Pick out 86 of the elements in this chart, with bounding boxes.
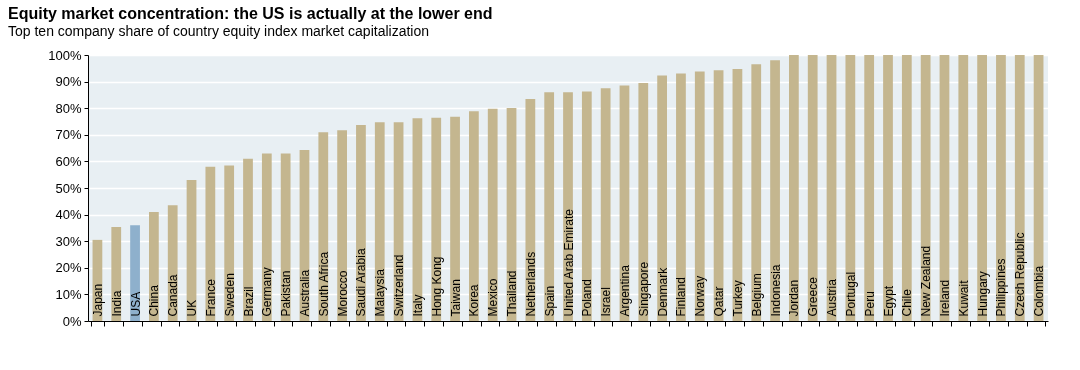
x-tick-label: Jordan [787, 279, 802, 317]
y-tick-label: 50% [55, 180, 82, 196]
bar [600, 88, 611, 321]
x-tick-label: Philippines [994, 258, 1009, 317]
x-tick-label: Denmark [655, 266, 670, 317]
bar [845, 55, 856, 321]
x-tick-label: Thailand [505, 270, 520, 317]
x-tick-label: Spain [542, 285, 557, 317]
bar [205, 166, 216, 321]
x-tick-label: Qatar [712, 286, 727, 317]
y-tick-label: 70% [55, 127, 82, 143]
x-tick-label: Germany [260, 267, 275, 317]
x-tick-label: Peru [862, 291, 877, 317]
x-tick-label: Canada [166, 274, 181, 317]
bar [694, 71, 705, 321]
x-tick-label: Ireland [937, 279, 952, 317]
x-tick-label: Argentina [617, 264, 632, 317]
bar [864, 55, 875, 321]
bar [770, 60, 780, 321]
bar [638, 82, 649, 321]
x-tick-label: Sweden [222, 273, 237, 317]
bar [789, 55, 799, 321]
x-tick-label: Poland [580, 279, 595, 317]
x-tick-label: Kuwait [956, 279, 971, 317]
x-tick-label: India [109, 290, 124, 317]
y-tick-label: 60% [55, 153, 82, 169]
bar [487, 108, 498, 321]
x-tick-label: Indonesia [768, 264, 783, 317]
y-tick-label: 10% [55, 286, 82, 302]
y-tick-label: 100% [48, 47, 82, 63]
x-tick-label: Turkey [730, 280, 745, 317]
x-tick-label: Italy [410, 294, 425, 317]
bar [676, 73, 686, 321]
x-tick-label: USA [128, 291, 143, 317]
bar [807, 55, 818, 321]
bar [901, 55, 912, 321]
y-tick-label: 0% [62, 313, 82, 329]
y-tick-label: 80% [55, 100, 82, 116]
chart-title: Equity market concentration: the US is actually at the lower end [8, 5, 493, 22]
x-tick-label: Hungary [975, 271, 990, 317]
x-tick-label: France [203, 278, 218, 317]
x-tick-label: United Arab Emirate [561, 208, 576, 317]
x-tick-label: Singapore [636, 261, 651, 317]
bar [996, 55, 1006, 321]
x-tick-label: New Zealand [919, 245, 934, 317]
x-tick-label: Chile [900, 288, 915, 317]
bar [958, 55, 969, 321]
y-tick-label: 20% [55, 260, 82, 276]
bar [243, 158, 253, 321]
bar [544, 92, 555, 321]
bar [751, 64, 762, 321]
x-tick-label: Czech Republic [1013, 232, 1028, 317]
x-tick-label: Norway [693, 275, 708, 317]
x-tick-label: China [147, 284, 162, 317]
x-tick-label: Malaysia [373, 268, 388, 317]
bar [337, 130, 347, 321]
x-tick-label: Belgium [749, 273, 764, 317]
x-tick-label: Portugal [843, 271, 858, 317]
x-tick-label: Greece [806, 276, 821, 317]
x-tick-label: Hong Kong [429, 256, 444, 317]
bar [469, 111, 479, 321]
x-tick-label: Saudi Arabia [354, 248, 369, 317]
x-tick-label: Morocco [335, 270, 350, 317]
x-tick-label: UK [185, 299, 200, 317]
x-tick-label: Finland [674, 277, 689, 317]
y-tick-label: 90% [55, 74, 82, 90]
x-tick-label: Korea [467, 284, 482, 317]
x-tick-label: Israel [599, 287, 614, 317]
x-tick-label: Japan [90, 283, 105, 317]
y-tick-label: 40% [55, 207, 82, 223]
x-tick-label: Australia [297, 269, 312, 317]
x-tick-label: South Africa [316, 251, 331, 317]
x-tick-label: Taiwan [448, 279, 463, 317]
x-tick-label: Colombia [1032, 265, 1047, 317]
x-tick-label: Brazil [241, 286, 256, 317]
x-tick-label: Mexico [486, 278, 501, 317]
x-tick-label: Egypt [881, 285, 896, 317]
bar [581, 91, 592, 321]
bar [450, 116, 460, 321]
y-tick-label: 30% [55, 233, 82, 249]
chart-subtitle: Top ten company share of country equity index market capitalization [8, 23, 430, 39]
x-tick-label: Switzerland [392, 254, 407, 317]
x-tick-label: Netherlands [523, 251, 538, 317]
x-tick-label: Austria [825, 278, 840, 317]
x-tick-label: Pakistan [279, 270, 294, 317]
bar [657, 75, 667, 321]
